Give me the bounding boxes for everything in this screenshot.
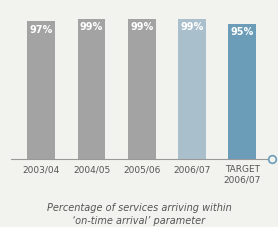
Bar xyxy=(128,20,156,159)
Bar xyxy=(178,20,206,159)
Text: 99%: 99% xyxy=(180,22,204,32)
Text: 99%: 99% xyxy=(130,22,153,32)
Bar xyxy=(229,25,256,159)
Bar xyxy=(28,22,55,159)
Text: Percentage of services arriving within
‘on-time arrival’ parameter: Percentage of services arriving within ‘… xyxy=(47,202,231,225)
Text: 99%: 99% xyxy=(80,22,103,32)
Text: 97%: 97% xyxy=(30,25,53,34)
Bar xyxy=(78,20,105,159)
Text: 95%: 95% xyxy=(231,27,254,37)
